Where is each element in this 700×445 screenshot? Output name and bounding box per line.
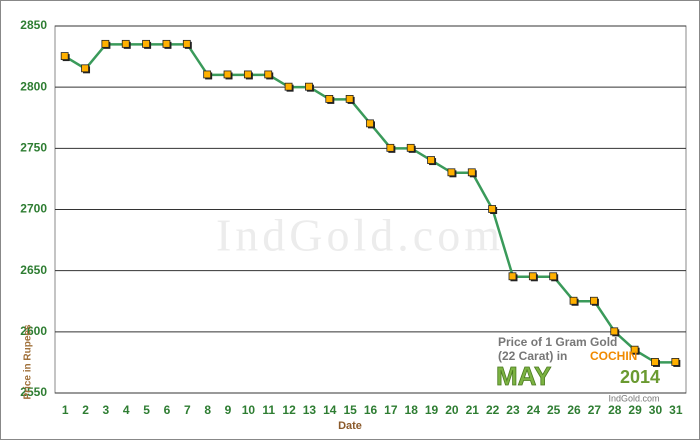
marks (60, 39, 681, 367)
marker (223, 70, 232, 79)
marker (406, 143, 415, 152)
y-tick-label: 2600 (20, 324, 47, 338)
x-tick-label: 2 (82, 403, 89, 417)
x-tick-label: 28 (608, 403, 622, 417)
marker (325, 95, 334, 103)
y-tick-label: 2700 (20, 202, 47, 216)
marker (162, 39, 171, 48)
y-tick-label: 2800 (20, 79, 47, 93)
annotation-line1: Price of 1 Gram Gold (498, 335, 617, 349)
x-tick-label: 13 (303, 403, 317, 417)
x-tick-label: 5 (143, 403, 150, 417)
marker (569, 296, 578, 305)
marker (182, 39, 191, 48)
x-tick-label: 18 (405, 403, 419, 417)
annotation-site: IndGold.com (608, 393, 659, 403)
y-tick-label: 2850 (20, 18, 47, 32)
x-tick-label: 10 (242, 403, 256, 417)
x-tick-label: 1 (62, 403, 69, 417)
x-tick-label: 25 (547, 403, 561, 417)
x-tick-label: 16 (364, 403, 378, 417)
x-tick-label: 27 (588, 403, 602, 417)
y-axis-label: Price in Rupees (23, 324, 34, 399)
marker (203, 70, 212, 79)
y-tick-label: 2650 (20, 263, 47, 277)
marker (651, 358, 659, 366)
marker (101, 39, 110, 48)
x-tick-label: 23 (506, 403, 520, 417)
marker (610, 327, 619, 336)
marker (81, 64, 89, 73)
x-tick-label: 19 (425, 403, 439, 417)
marker (142, 39, 150, 48)
marker (121, 39, 130, 48)
annotation-month: MAY (496, 361, 551, 391)
marker (386, 143, 395, 152)
x-tick-label: 11 (262, 403, 275, 417)
marker (467, 168, 476, 177)
marker (508, 272, 517, 281)
x-tick-label: 7 (184, 403, 191, 417)
x-tick-label: 9 (225, 403, 232, 417)
watermark: IndGold.com (216, 210, 504, 261)
x-tick-label: 3 (103, 403, 110, 417)
x-tick-label: 26 (567, 403, 581, 417)
y-tick-label: 2750 (20, 141, 47, 155)
marker (264, 70, 273, 79)
marker (60, 52, 69, 60)
x-tick-label: 4 (123, 403, 130, 417)
marker (630, 345, 639, 354)
marker (366, 119, 374, 128)
marker (590, 296, 598, 305)
x-tick-label: 21 (466, 403, 480, 417)
x-tick-label: 22 (486, 403, 500, 417)
annotation-box: Price of 1 Gram Gold (22 Carat) in COCHI… (496, 335, 660, 403)
x-tick-label: 29 (628, 403, 642, 417)
marker (305, 82, 313, 91)
x-tick-label: 20 (445, 403, 459, 417)
x-tick-label: 6 (164, 403, 171, 417)
marker (528, 272, 537, 281)
marker (671, 358, 680, 366)
marker (549, 272, 558, 281)
y-tick-label: 2550 (20, 385, 47, 399)
x-axis-label: Date (338, 420, 362, 432)
marker (284, 82, 293, 91)
annotation-city: COCHIN (590, 349, 637, 363)
x-tick-label: 15 (343, 403, 357, 417)
x-tick-label: 31 (669, 403, 683, 417)
marker (345, 95, 354, 103)
annotation-year: 2014 (620, 367, 660, 387)
x-tick-label: 8 (204, 403, 211, 417)
x-tick-label: 24 (527, 403, 541, 417)
x-tick-label: 30 (649, 403, 663, 417)
annotation-line2: (22 Carat) in (498, 349, 567, 363)
marker (427, 156, 435, 164)
marker (447, 168, 456, 177)
marker (488, 205, 497, 213)
x-tick-label: 14 (323, 403, 337, 417)
marker (243, 70, 252, 79)
x-tick-label: 17 (384, 403, 398, 417)
x-tick-label: 12 (282, 403, 296, 417)
